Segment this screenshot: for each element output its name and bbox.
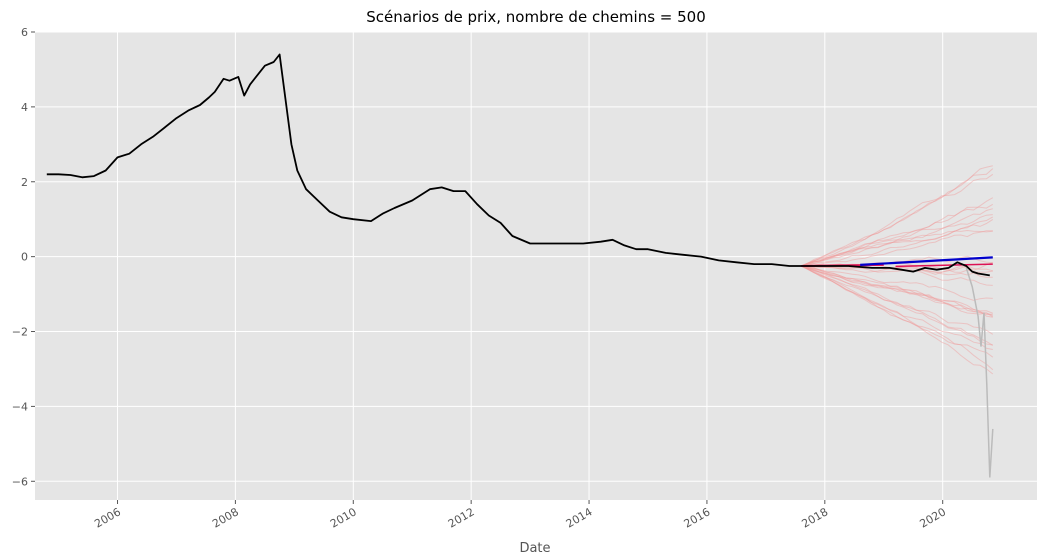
y-tick-label: 4 (21, 101, 28, 114)
scenario-path (801, 265, 993, 278)
scenario-mean-path (860, 256, 993, 266)
scenario-path (800, 173, 994, 267)
y-axis: 6 4 2 0 −2 −4 −6 (12, 26, 35, 488)
historical-price-line (46, 53, 990, 277)
scenario-path (801, 265, 993, 318)
chart-title: Scénarios de prix, nombre de chemins = 5… (366, 8, 706, 26)
x-tick-label: 2020 (917, 505, 948, 530)
scenario-path (801, 265, 993, 316)
scenario-path (800, 265, 993, 346)
scenario-path (800, 265, 994, 371)
scenario-path (801, 265, 994, 358)
scenario-path (801, 265, 993, 316)
scenario-path (801, 255, 993, 267)
x-tick-label: 2016 (682, 505, 713, 530)
scenario-path (801, 229, 993, 267)
y-tick-label: −2 (12, 326, 28, 339)
y-tick-label: −4 (12, 400, 28, 413)
scenario-path (801, 265, 993, 301)
scenario-path (801, 265, 993, 314)
scenario-path (800, 265, 993, 350)
scenario-path (801, 265, 994, 318)
scenario-path (800, 265, 994, 375)
x-tick-label: 2006 (92, 505, 123, 530)
x-tick-label: 2012 (446, 505, 477, 530)
scenario-path (801, 265, 994, 346)
scenario-path (801, 203, 994, 267)
scenario-path (801, 230, 993, 267)
x-axis-title: Date (519, 541, 550, 555)
y-tick-label: 0 (21, 251, 28, 264)
scenario-path (801, 214, 993, 267)
scenario-path (801, 216, 994, 267)
scenario-path (801, 218, 994, 267)
scenario-path (801, 208, 993, 267)
historical-series (46, 53, 990, 277)
y-tick-label: −6 (12, 475, 28, 488)
plot-area (35, 32, 1037, 500)
x-tick-label: 2018 (800, 505, 831, 530)
scenario-outlier-path (965, 267, 994, 478)
x-tick-label: 2008 (210, 505, 241, 530)
scenario-path (801, 265, 994, 335)
scenario-path (801, 165, 993, 267)
scenario-paths (800, 165, 994, 478)
x-tick-label: 2014 (564, 505, 595, 530)
x-tick-label: 2010 (328, 505, 359, 530)
y-tick-label: 6 (21, 26, 28, 39)
scenario-path (801, 168, 994, 267)
x-axis: 2006 2008 2010 2012 2014 2016 2018 2020 (92, 500, 948, 531)
y-tick-label: 2 (21, 176, 28, 189)
scenario-median-path (895, 263, 993, 268)
scenario-path (800, 197, 994, 267)
